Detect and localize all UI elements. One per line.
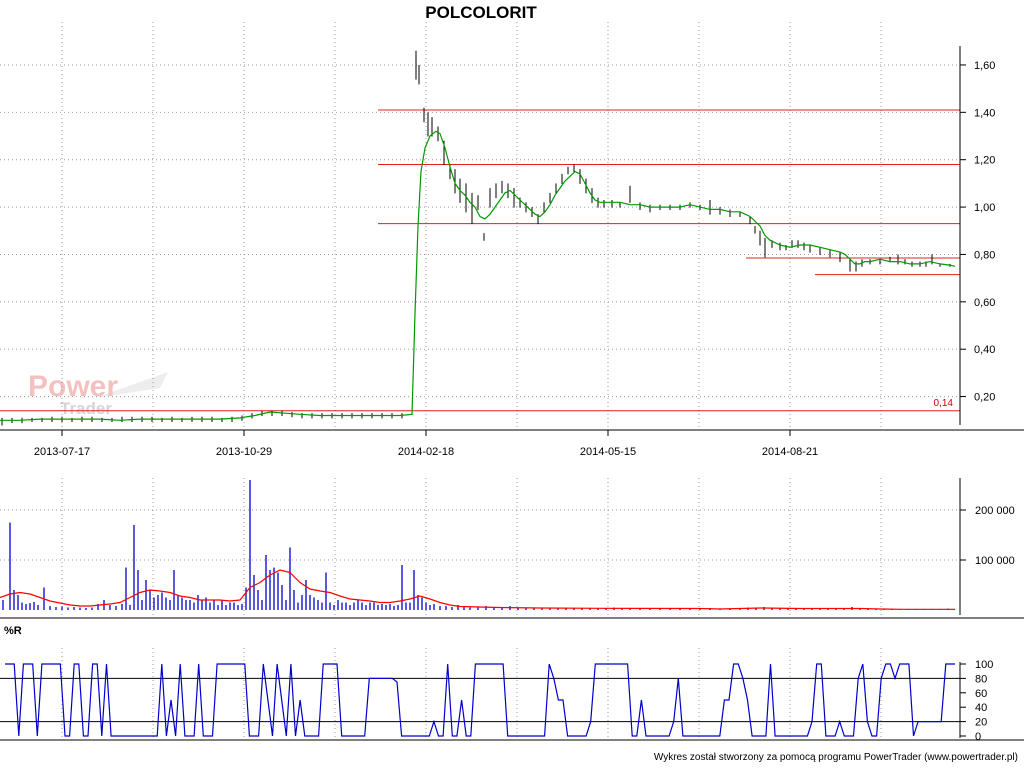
price-x-tick-label: 2014-08-21 bbox=[762, 446, 818, 458]
price-y-tick-label: 0,60 bbox=[974, 297, 995, 309]
price-y-axis-ticks: 0,20 0,40 0,60 0,80 1,00 1,20 1,40 1,60 bbox=[960, 60, 995, 404]
price-panel: 0,14 0,20 0,40 0,60 0,80 1,00 1,20 1,40 1,60 20… bbox=[0, 22, 1024, 458]
williams-r-y-tick-label: 40 bbox=[975, 702, 987, 714]
williams-r-panel: %R 0 20 40 60 80 100 bbox=[0, 625, 1024, 743]
price-grid bbox=[0, 22, 960, 430]
williams-r-y-tick-label: 20 bbox=[975, 717, 987, 729]
price-y-tick-label: 1,00 bbox=[974, 202, 995, 214]
williams-r-grid bbox=[61, 648, 882, 740]
price-y-tick-label: 1,60 bbox=[974, 60, 995, 72]
price-x-tick-label: 2013-07-17 bbox=[34, 446, 90, 458]
williams-r-y-tick-label: 80 bbox=[975, 673, 987, 685]
price-x-tick-label: 2013-10-29 bbox=[216, 446, 272, 458]
williams-r-line bbox=[5, 663, 955, 737]
price-x-axis-ticks: 2013-07-17 2013-10-29 2014-02-18 2014-05-15… bbox=[34, 430, 818, 458]
price-moving-average-line bbox=[0, 130, 956, 421]
price-x-tick-label: 2014-05-15 bbox=[580, 446, 636, 458]
volume-average-line bbox=[0, 569, 955, 610]
support-level-label: 0,14 bbox=[934, 398, 954, 409]
williams-r-y-tick-label: 0 bbox=[975, 731, 981, 743]
price-y-tick-label: 0,80 bbox=[974, 249, 995, 261]
footer-credit: Wykres został stworzony za pomocą progra… bbox=[654, 752, 1018, 763]
price-y-tick-label: 1,20 bbox=[974, 155, 995, 167]
price-y-tick-label: 1,40 bbox=[974, 107, 995, 119]
chart-title: POLCOLORIT bbox=[425, 3, 537, 22]
volume-y-axis-ticks: 100 000 200 000 bbox=[960, 505, 1015, 567]
williams-r-y-tick-label: 60 bbox=[975, 688, 987, 700]
volume-bars bbox=[2, 480, 955, 610]
price-y-tick-label: 0,40 bbox=[974, 344, 995, 356]
volume-y-tick-label: 100 000 bbox=[975, 555, 1015, 567]
price-y-tick-label: 0,20 bbox=[974, 392, 995, 404]
williams-r-reference-lines bbox=[0, 677, 960, 723]
volume-y-tick-label: 200 000 bbox=[975, 505, 1015, 517]
volume-panel: 100 000 200 000 bbox=[0, 478, 1024, 619]
price-x-tick-label: 2014-02-18 bbox=[398, 446, 454, 458]
logo-swoosh-icon bbox=[95, 372, 168, 398]
williams-r-y-axis-ticks: 0 20 40 60 80 100 bbox=[960, 659, 993, 743]
williams-r-y-tick-label: 100 bbox=[975, 659, 993, 671]
powertrader-logo: Power Trader bbox=[28, 370, 168, 418]
logo-word-power: Power bbox=[28, 370, 118, 403]
price-candles bbox=[1, 50, 951, 426]
price-support-lines bbox=[0, 109, 960, 412]
volume-grid bbox=[0, 478, 960, 618]
logo-word-trader: Trader bbox=[60, 399, 112, 418]
williams-r-label: %R bbox=[4, 625, 22, 637]
